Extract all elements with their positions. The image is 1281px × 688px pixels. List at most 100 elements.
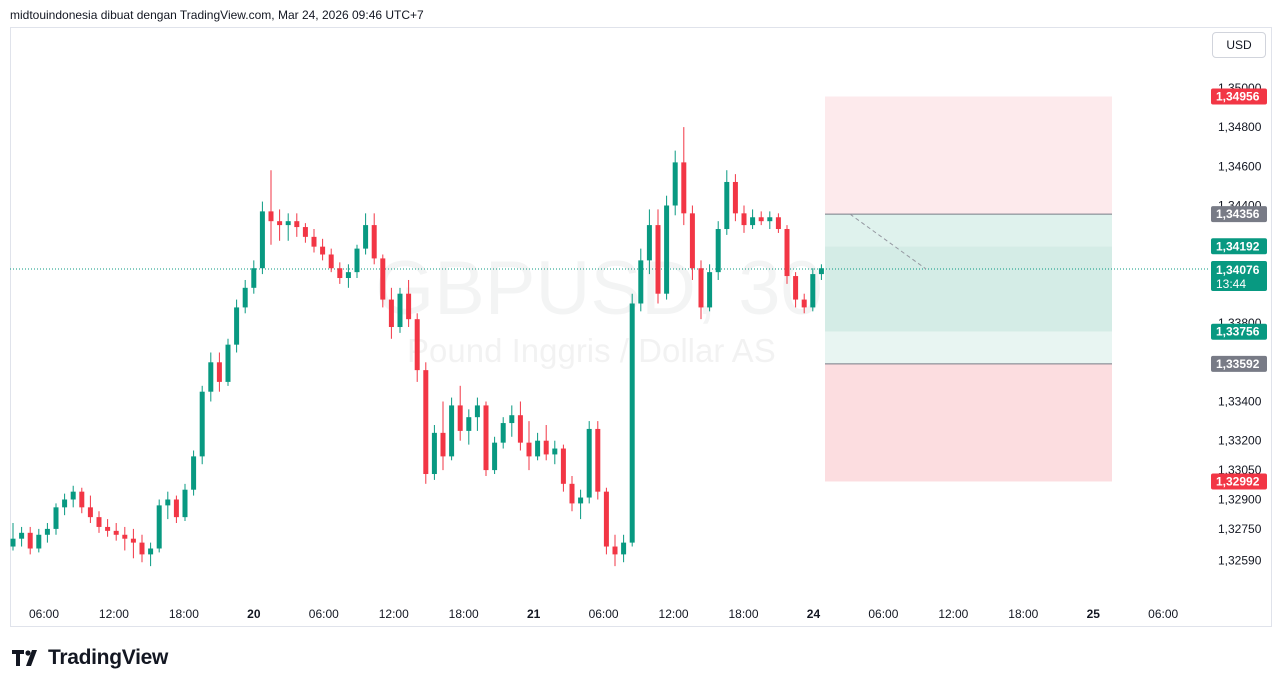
candle [775,213,781,233]
price-label-box [1211,473,1267,490]
price-label-text: 1,34356 [1216,207,1260,221]
candle [285,213,291,241]
tradingview-logo[interactable]: TradingView [12,646,168,670]
candle [732,174,738,222]
candle [784,225,790,284]
candle [105,519,111,537]
candle-body [715,229,721,273]
x-axis-tick: 12:00 [99,607,129,621]
x-axis-tick: 18:00 [728,607,758,621]
candle [10,523,16,551]
candle-body [363,225,369,249]
candle [431,425,437,480]
candle [457,385,463,441]
price-label-box [1211,206,1267,223]
candle-body [492,442,498,471]
candle [715,221,721,280]
candle-body [19,532,25,539]
candle-body [268,211,274,222]
candle-body [242,287,248,308]
candle-body [165,499,171,506]
candle-body [595,428,601,492]
x-axis-tick: 18:00 [1008,607,1038,621]
candle [423,362,429,484]
candle-body [44,528,50,535]
candle-body [440,432,446,457]
candle [552,440,558,465]
candle-body [724,181,730,230]
candle-body [560,448,566,484]
candle-body [793,276,799,300]
candle-body [27,532,33,549]
candle-body [466,417,472,431]
candle [380,254,386,308]
candle-body [62,499,68,508]
candle [320,238,326,261]
price-label: 1,33756 [1211,323,1267,340]
candle [148,542,154,567]
candle [586,421,592,504]
candle [517,401,523,451]
candle-body [225,344,231,382]
candle-body [113,530,119,535]
current-price-box [1211,261,1267,291]
candle-body [337,268,343,279]
tradingview-brand-name: TradingView [48,646,169,669]
candle-body [646,225,652,261]
upper-loss-zone [825,96,1112,215]
candle [208,352,214,402]
lower-profit-zone [825,331,1112,364]
chart-attribution: midtouindonesia dibuat dengan TradingVie… [10,8,424,22]
candle [535,432,541,461]
x-axis-tick: 06:00 [1148,607,1178,621]
candle [165,491,171,520]
candle [681,127,687,226]
candle [543,425,549,461]
price-label-text: 1,32992 [1216,474,1260,488]
candle-body [681,162,687,214]
price-label: 1,34192 [1211,238,1267,255]
candle-body [698,268,704,308]
candle [199,385,205,465]
candle [560,444,566,492]
x-axis-tick: 24 [807,607,821,621]
candle [689,205,695,280]
candle [621,534,627,563]
x-axis-tick: 25 [1087,607,1101,621]
candle [741,205,747,233]
candle-body [277,221,283,226]
candle-body [483,405,489,471]
candle-body [96,517,102,527]
price-label-text: 1,33592 [1216,357,1260,371]
x-axis-tick: 12:00 [938,607,968,621]
candle-body [457,405,463,431]
y-axis-tick: 1,33200 [1218,434,1262,448]
candle [638,248,644,312]
candle-body [535,440,541,457]
price-label: 1,34356 [1211,206,1267,223]
candle [612,534,618,567]
candle-body [655,225,661,294]
candle [672,150,678,216]
price-label-text: 1,33756 [1216,325,1260,339]
candle-body [251,268,257,288]
candle [492,436,498,475]
x-axis-tick: 21 [527,607,541,621]
candle-body [182,489,188,518]
candle-body [784,229,790,277]
candle-body [526,442,532,457]
y-axis-tick: 1,32590 [1218,553,1262,567]
candle-body [509,415,515,424]
candle-body [612,546,618,555]
x-axis-tick: 12:00 [379,607,409,621]
currency-button[interactable]: USD [1212,32,1266,58]
candle-body [388,299,394,328]
y-axis-tick: 1,34800 [1218,120,1262,134]
candle-body [449,405,455,457]
candle-body [552,448,558,455]
candle [19,526,25,547]
candle-body [259,211,265,269]
candle-body [750,217,756,226]
candle-body [810,274,816,308]
